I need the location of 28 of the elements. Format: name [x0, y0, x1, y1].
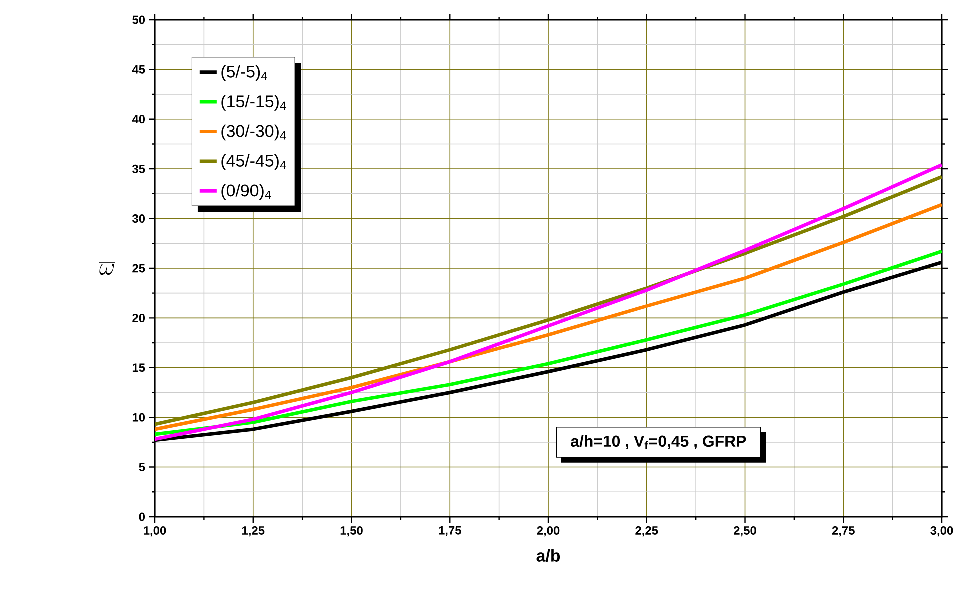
x-tick-label: 2,25 [636, 526, 658, 537]
y-tick-label: 10 [132, 413, 146, 422]
legend-label: (30/-30)$_{4}$ [222, 124, 286, 141]
y-tick-label: 50 [132, 16, 146, 24]
y-tick-label: 25 [132, 264, 146, 273]
x-tick-label: 1,00 [144, 526, 166, 537]
y-tick-label: 40 [132, 115, 146, 124]
legend-label: (45/-45)$_{4}$ [222, 154, 286, 170]
x-tick-label: 3,00 [930, 526, 954, 537]
x-tick-label: 2,75 [832, 526, 855, 537]
annotation: a/h=10 , V$_{f}$=0,45 , GFRP [571, 435, 746, 450]
x-tick-label: 1,75 [439, 526, 462, 537]
y-tick-label: 5 [139, 463, 146, 472]
x-tick-label: 2,50 [734, 526, 756, 537]
y-tick-label: 20 [132, 314, 146, 322]
legend-label: (0/90)$_{4}$ [222, 184, 272, 200]
x-axis-title: a/b [536, 550, 560, 562]
y-tick-label: 15 [132, 364, 146, 372]
y-tick-label: 45 [132, 66, 146, 74]
legend-label: (5/-5)$_{4}$ [222, 65, 268, 82]
legend-label: (15/-15)$_{4}$ [222, 95, 286, 111]
y-tick-label: 30 [132, 214, 146, 224]
x-tick-label: 1,50 [340, 526, 363, 537]
x-tick-label: 2,00 [537, 526, 560, 537]
y-axis-title: $\overline{\omega}$ [99, 262, 116, 276]
y-tick-label: 0 [139, 512, 146, 522]
x-tick-label: 1,25 [242, 526, 265, 537]
y-tick-label: 35 [132, 164, 146, 174]
